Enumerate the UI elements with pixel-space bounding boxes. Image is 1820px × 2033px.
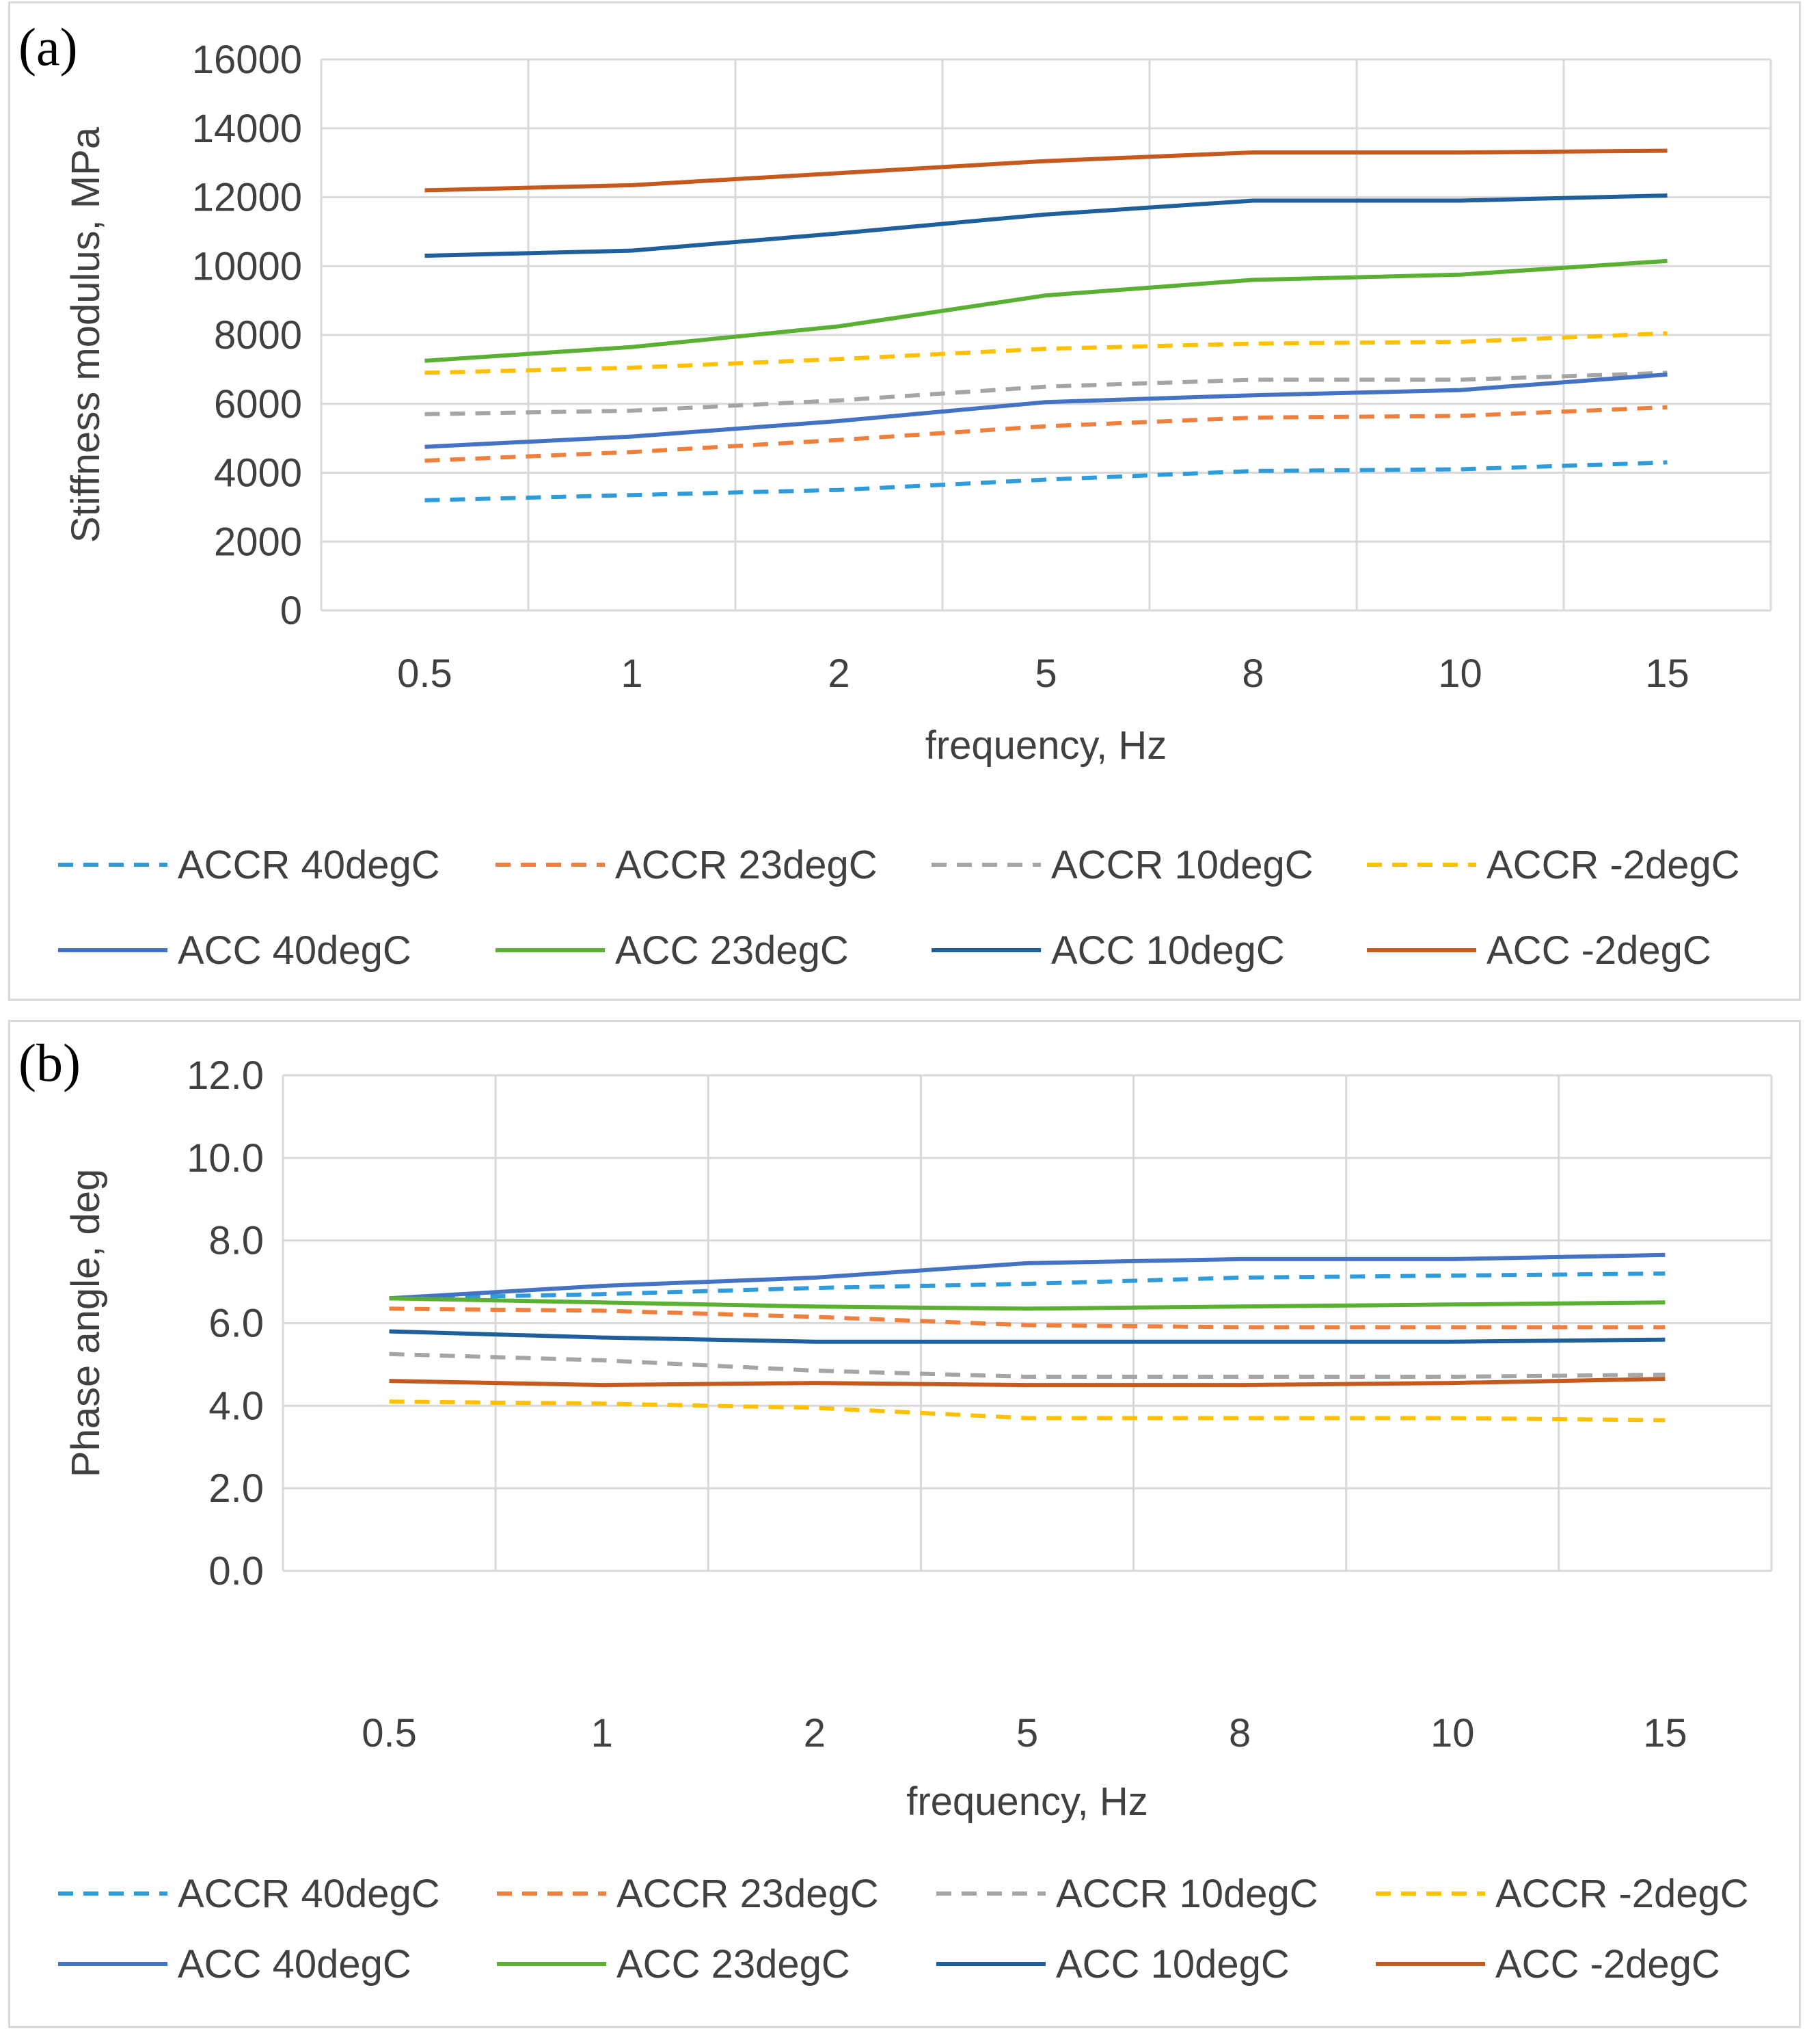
y-tick-label: 12.0: [187, 1053, 264, 1098]
series-line-accr-23degc: [424, 405, 1668, 463]
legend-label: ACC 40degC: [178, 1942, 411, 1987]
legend-label: ACC -2degC: [1495, 1942, 1720, 1987]
x-tick-label: 5: [1016, 1711, 1038, 1755]
y-tick-label: 6.0: [208, 1302, 264, 1346]
y-tick-label: 10000: [192, 244, 302, 288]
series-line-acc-23degc: [424, 258, 1668, 363]
x-tick-label: 10: [1430, 1711, 1475, 1755]
y-tick-label: 8.0: [208, 1219, 264, 1263]
y-axis-title: Phase angle, deg: [64, 1169, 108, 1477]
legend-label: ACCR 40degC: [178, 1872, 440, 1916]
legend-label: ACC 23degC: [615, 928, 849, 973]
phase-angle-chart: (b) 0.0 2.0 4.0 6.0 8.0 10.0 12.0 0.5 1 2 5 8 10 15 fre…: [18, 1033, 1773, 1987]
x-tick-label: 2: [828, 651, 850, 696]
x-tick-label: 15: [1645, 651, 1689, 696]
series-line-accr-2degc: [424, 331, 1668, 375]
legend-label: ACCR 40degC: [178, 843, 440, 887]
x-tick-label: 0.5: [362, 1711, 417, 1755]
legend-label: ACCR 10degC: [1051, 843, 1314, 887]
legend-label: ACCR -2degC: [1495, 1872, 1749, 1916]
series-line-accr-10degc: [389, 1351, 1666, 1379]
series-line-acc-10degc: [424, 193, 1668, 258]
series-line-accr-23degc: [389, 1306, 1666, 1330]
legend-label: ACC 23degC: [616, 1942, 850, 1987]
y-tick-label: 14000: [192, 107, 302, 151]
series-line-acc-40degc: [389, 1252, 1666, 1301]
y-tick-label: 4.0: [208, 1384, 264, 1428]
series-line-accr-2degc: [389, 1399, 1666, 1423]
y-tick-label: 6000: [214, 382, 302, 427]
chart-panel-b: (b) 0.0 2.0 4.0 6.0 8.0 10.0 12.0 0.5 1 2 5 8 10 15 fre…: [8, 1020, 1801, 2028]
legend-label: ACC 10degC: [1056, 1942, 1290, 1987]
legend-label: ACCR -2degC: [1486, 843, 1740, 887]
x-tick-label: 10: [1438, 651, 1482, 696]
series-line-acc-23degc: [389, 1296, 1666, 1311]
panel-label: (a): [18, 17, 78, 77]
y-tick-label: 10.0: [187, 1136, 264, 1181]
series-line-acc-2degc: [389, 1377, 1666, 1388]
series-line-acc-2degc: [424, 148, 1668, 193]
legend-label: ACCR 23degC: [615, 843, 878, 887]
y-tick-label: 12000: [192, 176, 302, 220]
x-tick-label: 1: [621, 651, 642, 696]
legend-label: ACC 10degC: [1051, 928, 1285, 973]
x-tick-label: 15: [1643, 1711, 1687, 1755]
stiffness-chart: (a) 0 2000 4000 6000 8000 10000 12000 14000 16000…: [18, 17, 1772, 973]
legend-label: ACC 40degC: [178, 928, 411, 973]
y-axis-title: Stiffness modulus, MPa: [64, 126, 108, 543]
x-axis-title: frequency, Hz: [906, 1779, 1148, 1824]
y-tick-label: 8000: [214, 313, 302, 358]
series-line-acc-40degc: [424, 372, 1668, 449]
x-tick-label: 5: [1035, 651, 1057, 696]
y-tick-label: 4000: [214, 451, 302, 496]
series-line-accr-40degc: [424, 460, 1668, 502]
y-tick-label: 2.0: [208, 1466, 264, 1511]
x-tick-label: 1: [591, 1711, 613, 1755]
y-tick-label: 0.0: [208, 1549, 264, 1593]
series-line-accr-40degc: [389, 1271, 1666, 1301]
legend-label: ACCR 10degC: [1056, 1872, 1318, 1916]
series-line-accr-10degc: [424, 371, 1668, 416]
x-tick-label: 8: [1229, 1711, 1251, 1755]
series-line-acc-10degc: [389, 1329, 1666, 1344]
x-tick-label: 8: [1242, 651, 1264, 696]
legend-label: ACCR 23degC: [616, 1872, 879, 1916]
x-tick-label: 0.5: [397, 651, 452, 696]
y-tick-label: 0: [280, 589, 302, 633]
legend-label: ACC -2degC: [1486, 928, 1711, 973]
x-tick-label: 2: [804, 1711, 826, 1755]
chart-panel-a: (a) 0 2000 4000 6000 8000 10000 12000 14000 16000…: [8, 1, 1801, 1001]
y-tick-label: 2000: [214, 520, 302, 564]
x-axis-title: frequency, Hz: [925, 723, 1167, 768]
panel-label: (b): [18, 1033, 81, 1092]
y-tick-label: 16000: [192, 38, 302, 82]
